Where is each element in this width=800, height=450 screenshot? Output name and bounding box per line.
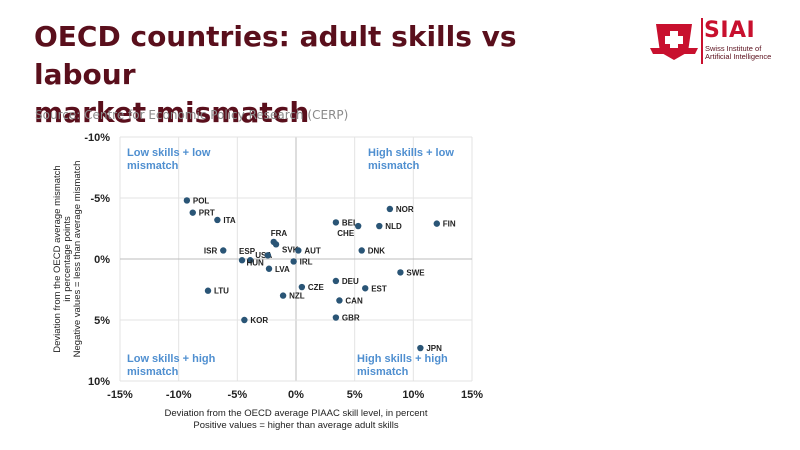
y-tick-label: 5% (94, 315, 110, 327)
data-point (241, 316, 248, 324)
point-label: SVK (282, 245, 299, 254)
x-tick-label: 15% (461, 389, 483, 401)
data-point (265, 265, 273, 272)
point-label: DEU (342, 277, 359, 286)
quadrant-label: mismatch (368, 160, 420, 172)
point-label: FRA (271, 229, 288, 238)
point-label: ITA (223, 216, 236, 225)
data-point (220, 247, 227, 254)
point-label: NZL (289, 292, 305, 301)
y-axis-title: Deviation from the OECD average mismatch (52, 165, 63, 352)
point-label: ISR (204, 246, 218, 255)
data-point (386, 205, 394, 213)
y-tick-label: -5% (90, 193, 110, 205)
quadrant-label: mismatch (357, 366, 409, 378)
data-point (272, 241, 280, 248)
point-label: PRT (199, 209, 215, 218)
data-point (214, 216, 221, 224)
point-label: HUN (246, 258, 264, 267)
title-line-1: OECD countries: adult skills vs labour (34, 20, 517, 91)
quadrant-label: High skills + high (357, 353, 448, 365)
point-label: SWE (406, 268, 425, 277)
point-label: CZE (308, 283, 325, 292)
x-tick-label: -5% (228, 389, 248, 401)
point-label: LTU (214, 287, 229, 296)
x-axis-title: Positive values = higher than average ad… (193, 420, 398, 431)
data-point (295, 247, 302, 254)
point-label: JPN (426, 344, 442, 353)
data-point (332, 219, 340, 226)
data-point (376, 222, 383, 230)
point-label: FIN (443, 220, 456, 229)
point-label: NOR (396, 205, 414, 214)
quadrant-label: mismatch (127, 366, 179, 378)
data-point (264, 252, 272, 259)
x-tick-label: 10% (402, 389, 424, 401)
data-point (298, 283, 306, 291)
point-label: DNK (368, 246, 386, 255)
quadrant-label: Low skills + low (127, 147, 211, 159)
source-note: Source: Centre for Economic Policy Resea… (35, 108, 349, 122)
logo-subtitle-line-1: Swiss Institute of (705, 44, 762, 53)
y-tick-label: -10% (84, 132, 110, 144)
x-tick-label: 0% (288, 389, 304, 401)
point-label: GBR (342, 314, 360, 323)
point-label: NLD (385, 222, 402, 231)
data-point (332, 277, 340, 285)
data-point (290, 258, 297, 265)
point-label: ESP (239, 247, 256, 256)
point-label: KOR (250, 316, 268, 325)
point-label: IRL (300, 257, 313, 266)
data-point (189, 209, 196, 216)
y-axis-title: Negative values = less than average mism… (72, 161, 83, 358)
quadrant-label: High skills + low (368, 147, 454, 159)
x-axis-title: Deviation from the OECD average PIAAC sk… (165, 408, 428, 419)
y-axis-title: in percentage points (62, 216, 73, 302)
point-label: AUT (304, 246, 321, 255)
point-label: USA (255, 251, 272, 260)
x-tick-label: -10% (166, 389, 192, 401)
logo-subtitle-line-2: Artificial Intelligence (705, 52, 772, 61)
logo-name: SIAI (704, 18, 756, 43)
data-point (247, 257, 254, 264)
data-point (204, 287, 212, 294)
point-label: POL (193, 196, 210, 205)
data-point (417, 344, 424, 352)
data-point (279, 292, 287, 299)
y-tick-label: 0% (94, 254, 110, 266)
point-label: LVA (275, 265, 290, 274)
title-line-2: market mismatch (34, 96, 310, 129)
data-point (358, 247, 365, 254)
data-point (238, 257, 246, 264)
quadrant-label: Low skills + high (127, 353, 216, 365)
data-point (397, 269, 404, 276)
data-point (183, 197, 191, 204)
x-tick-label: 5% (347, 389, 363, 401)
logo-subtitle: Swiss Institute of Artificial Intelligen… (705, 45, 771, 61)
point-label: CHE (337, 229, 355, 238)
data-point (332, 314, 340, 321)
page-title: OECD countries: adult skills vs labour m… (34, 18, 594, 132)
data-point (336, 297, 343, 304)
point-label: BEL (342, 218, 358, 227)
point-label: EST (371, 284, 387, 293)
swiss-flag-badge-icon (650, 18, 703, 64)
x-tick-label: -15% (107, 389, 133, 401)
data-point (354, 222, 362, 230)
point-label: CAN (345, 296, 363, 305)
data-point (362, 285, 369, 292)
data-point (433, 220, 440, 227)
y-tick-label: 10% (88, 376, 110, 388)
quadrant-label: mismatch (127, 160, 179, 172)
